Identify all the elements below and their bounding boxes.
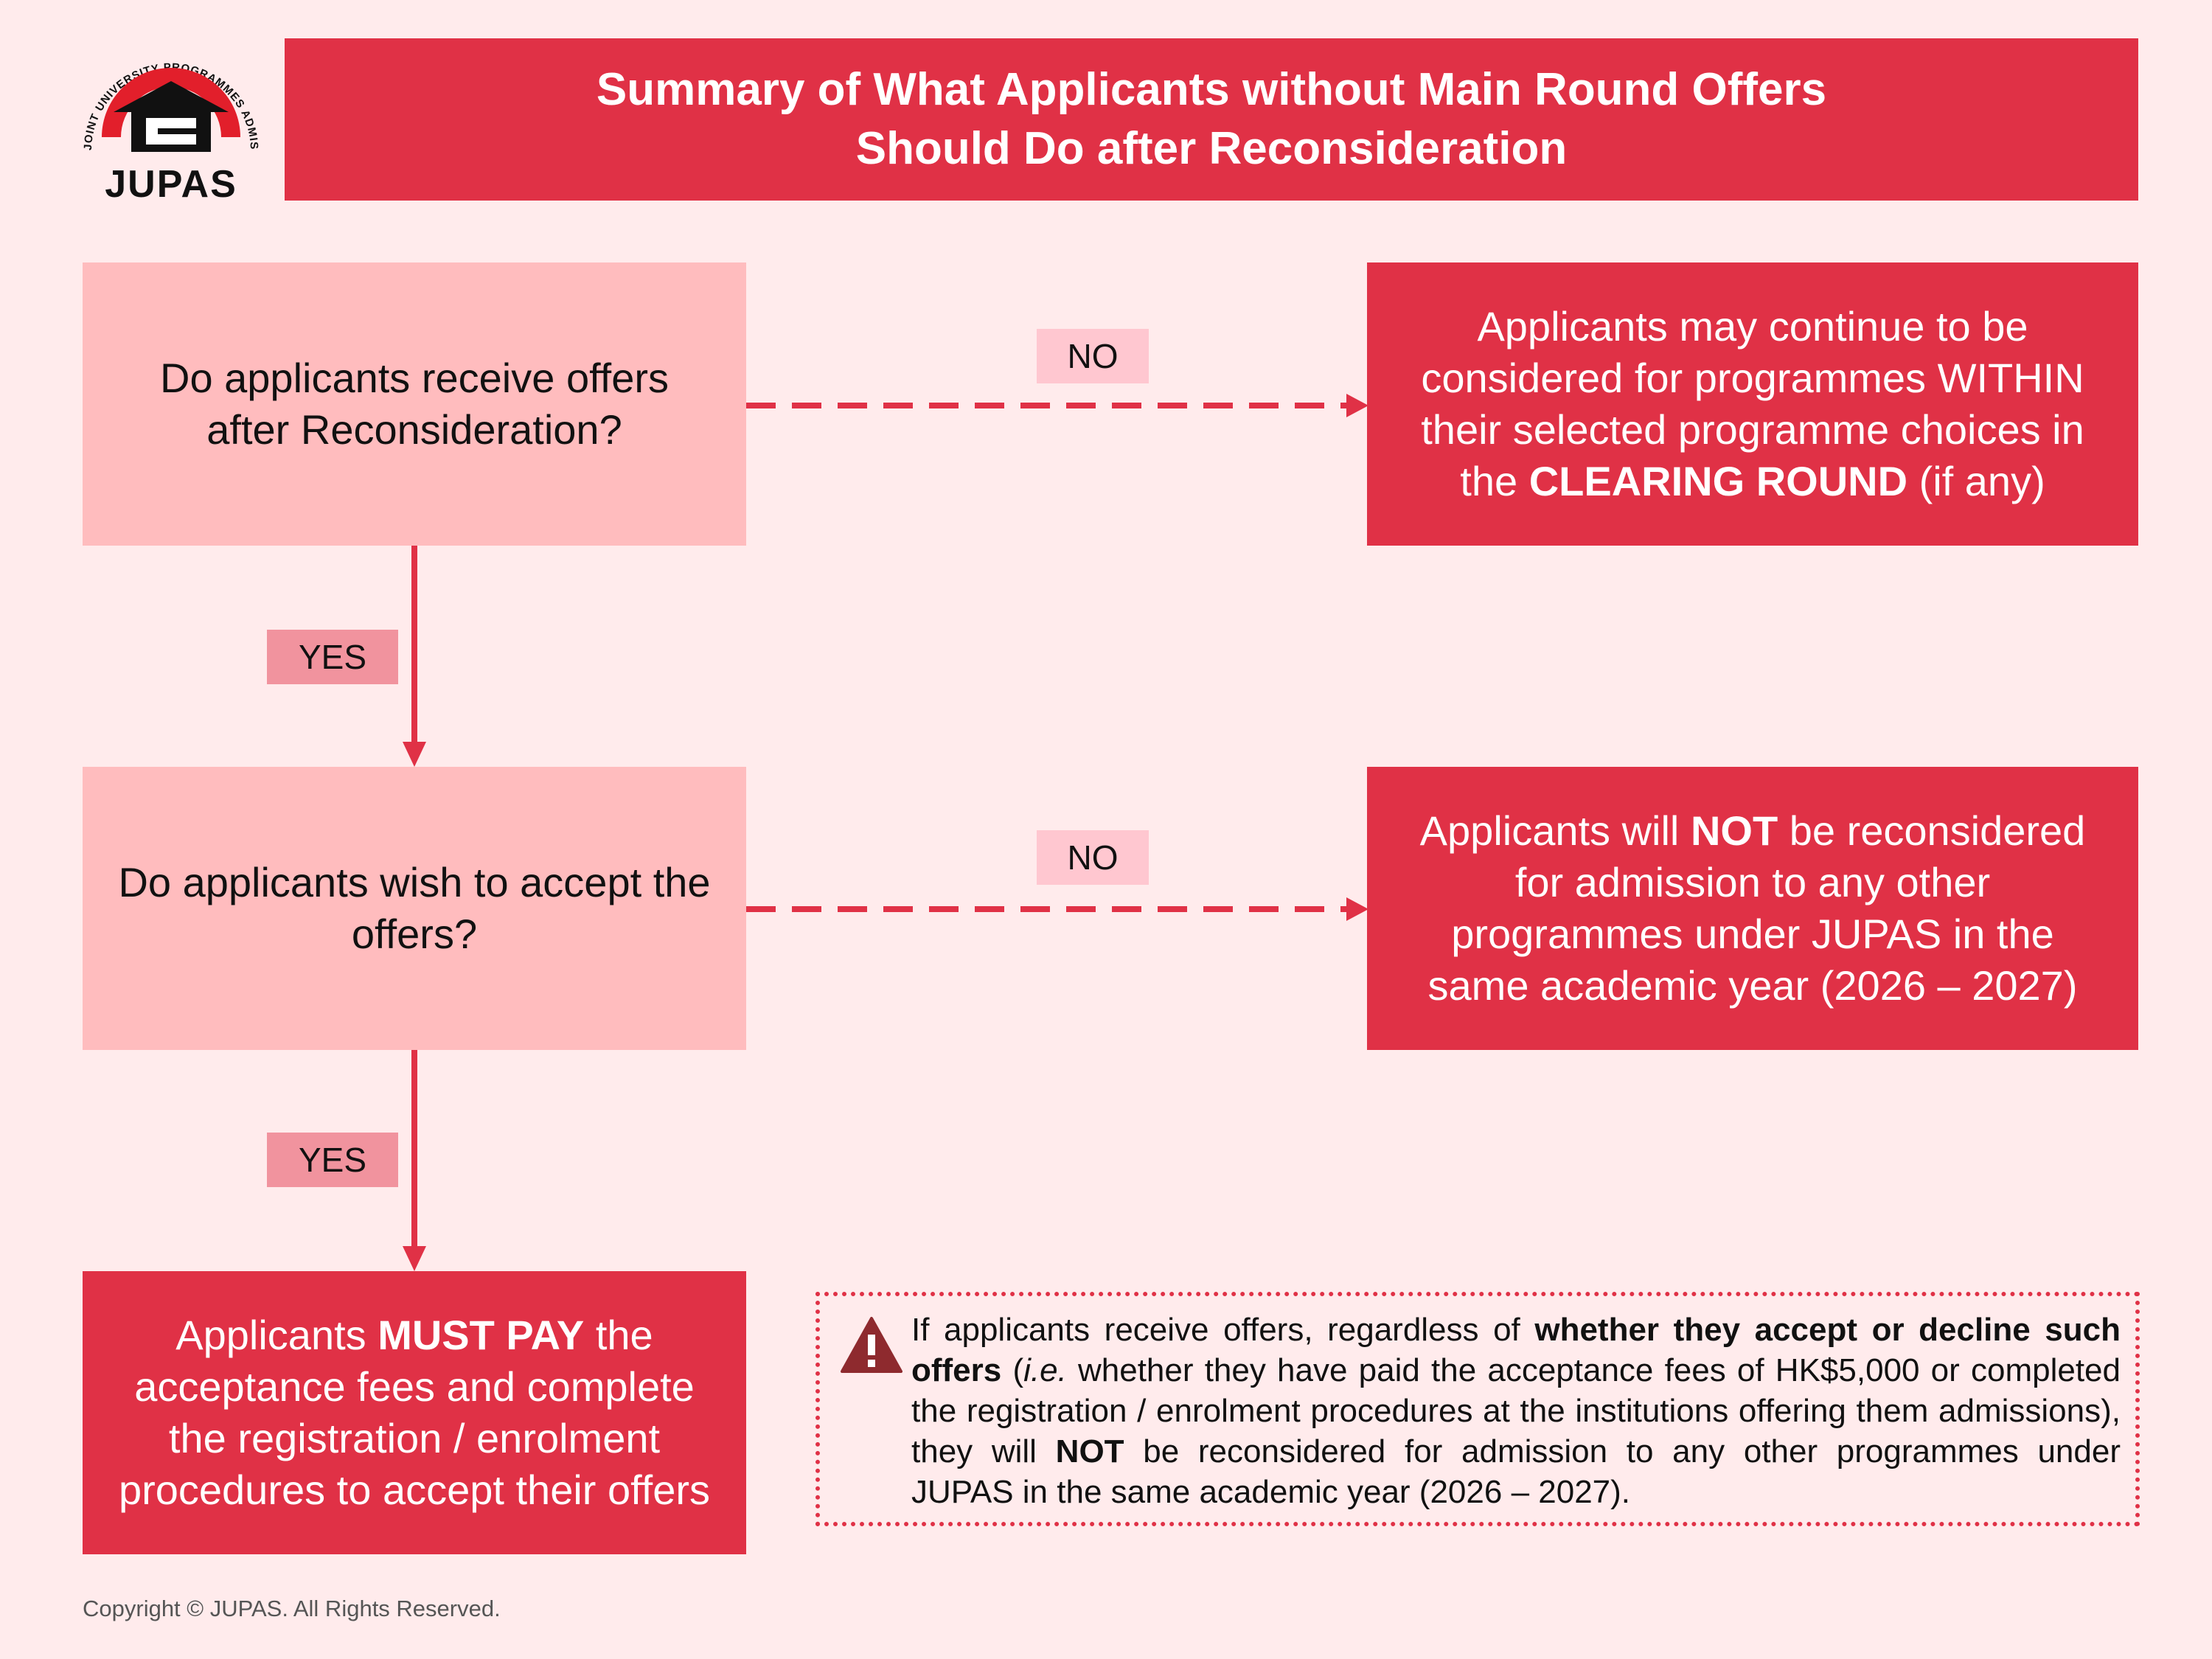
question-1-line-2: after Reconsideration? [206, 406, 622, 453]
yes-arrowhead-2 [403, 1246, 426, 1271]
note-part-7: be reconsidered for admission to any oth… [911, 1433, 2121, 1510]
not-reconsidered-line-1-post: be reconsidered [1789, 807, 2086, 854]
edge-label-yes-1: YES [267, 630, 398, 684]
clearing-line-4-post: (if any) [1919, 458, 2045, 504]
result-not-reconsidered: Applicants will NOT be reconsidered for … [1367, 767, 2138, 1050]
note-ie: i.e. [1023, 1352, 1067, 1388]
edge-label-yes-2: YES [267, 1133, 398, 1187]
question-receive-offers: Do applicants receive offers after Recon… [83, 262, 746, 546]
clearing-line-1: Applicants may continue to be [1477, 303, 2028, 349]
title-line-1: Summary of What Applicants without Main … [596, 64, 1827, 115]
must-pay-line-4: procedures to accept their offers [118, 1467, 711, 1513]
must-pay-line-1-post: the [595, 1312, 653, 1358]
note-not-emphasis: NOT [1055, 1433, 1124, 1470]
must-pay-line-1-pre: Applicants [175, 1312, 366, 1358]
clearing-line-4: the CLEARING ROUND (if any) [1421, 456, 2084, 507]
jupas-emblem-icon: JOINT UNIVERSITY PROGRAMMES ADMISSIONS S… [64, 17, 260, 152]
question-2-line-1: Do applicants wish to accept the [118, 859, 711, 905]
note-part-1: If applicants receive offers, regardless… [911, 1312, 1520, 1348]
must-pay-line-1: Applicants MUST PAY the [119, 1310, 710, 1361]
warning-triangle-icon [841, 1317, 902, 1373]
title-line-2: Should Do after Reconsideration [855, 123, 1568, 174]
must-pay-line-3: the registration / enrolment [168, 1415, 661, 1461]
copyright-text: Copyright © JUPAS. All Rights Reserved. [83, 1596, 501, 1621]
clearing-line-3: their selected programme choices in [1421, 406, 2084, 453]
page-title: Summary of What Applicants without Main … [285, 38, 2138, 201]
clearing-line-2: considered for programmes WITHIN [1421, 355, 2084, 401]
must-pay-emphasis: MUST PAY [378, 1312, 585, 1358]
logo-wordmark: JUPAS [105, 163, 237, 206]
note-part-3: ( [1012, 1352, 1024, 1388]
not-reconsidered-line-1: Applicants will NOT be reconsidered [1420, 805, 2086, 857]
jupas-logo: JOINT UNIVERSITY PROGRAMMES ADMISSIONS S… [64, 17, 273, 208]
result-must-pay: Applicants MUST PAY the acceptance fees … [83, 1271, 746, 1554]
question-accept-offers: Do applicants wish to accept the offers? [83, 767, 746, 1050]
question-1-line-1: Do applicants receive offers [160, 355, 669, 401]
not-reconsidered-line-2: for admission to any other [1514, 859, 1991, 905]
not-emphasis: NOT [1690, 807, 1778, 854]
must-pay-line-2: acceptance fees and complete [134, 1363, 695, 1410]
clearing-line-4-pre: the [1460, 458, 1518, 504]
not-reconsidered-line-4: same academic year (2026 – 2027) [1427, 962, 2078, 1009]
not-reconsidered-line-3: programmes under JUPAS in the [1451, 911, 2054, 957]
question-2-line-2: offers? [351, 911, 478, 957]
not-reconsidered-line-1-pre: Applicants will [1419, 807, 1680, 854]
edge-label-no-1: NO [1037, 329, 1149, 383]
result-clearing-round: Applicants may continue to be considered… [1367, 262, 2138, 546]
clearing-round-emphasis: CLEARING ROUND [1528, 458, 1908, 504]
warning-note: If applicants receive offers, regardless… [815, 1292, 2140, 1526]
note-accept-decline-emphasis: whether they accept or decline such offe… [911, 1312, 2121, 1388]
no-arrowhead-1 [1346, 394, 1368, 417]
edge-label-no-2: NO [1037, 830, 1149, 885]
no-arrowhead-2 [1346, 897, 1368, 921]
warning-note-text: If applicants receive offers, regardless… [911, 1310, 2121, 1512]
yes-arrowhead-1 [403, 742, 426, 767]
note-part-5: whether they have paid the acceptance fe… [911, 1352, 2121, 1470]
